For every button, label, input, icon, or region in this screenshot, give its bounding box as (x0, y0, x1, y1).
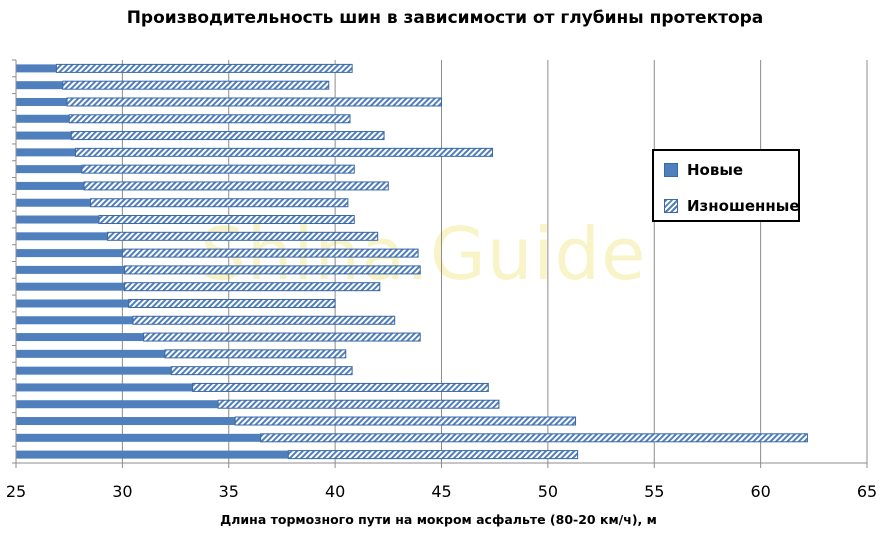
bar-worn (217, 399, 500, 409)
bar-new (16, 232, 108, 241)
bar-worn (70, 131, 385, 141)
bar-worn (83, 181, 389, 191)
bar-worn (287, 450, 579, 460)
legend-swatch-worn (664, 199, 678, 213)
bar-new (16, 114, 70, 123)
bar-new (16, 349, 165, 358)
bar-new (16, 64, 57, 73)
bar-new (16, 265, 125, 274)
bar-worn (98, 215, 355, 225)
x-tick-label: 50 (538, 482, 558, 501)
bar-worn (170, 366, 353, 376)
x-tick-labels: 25 30 35 40 45 50 55 60 65 (6, 482, 877, 501)
bar-worn (89, 198, 349, 208)
bar-new (16, 433, 261, 442)
bar-worn (81, 164, 355, 174)
bar-worn (62, 80, 330, 90)
bar-worn (192, 382, 489, 392)
x-tick-label: 30 (112, 482, 132, 501)
bar-new (16, 299, 129, 308)
bar-worn (106, 231, 379, 241)
bar-new (16, 400, 219, 409)
bar-worn (121, 248, 419, 258)
bar-worn (124, 282, 381, 292)
bar-new (16, 366, 172, 375)
bar-new (16, 81, 63, 90)
x-tick-label: 40 (325, 482, 345, 501)
legend-label-worn: Изношенные (687, 197, 800, 215)
bar-new (16, 97, 68, 106)
bar-new (16, 316, 134, 325)
chart-title: Производительность шин в зависимости от … (126, 8, 764, 28)
bar-new (16, 383, 193, 392)
bar-new (16, 333, 144, 342)
bar-worn (260, 433, 808, 443)
bar-new (16, 181, 85, 190)
bars (16, 63, 808, 460)
x-axis-label: Длина тормозного пути на мокром асфальте… (220, 512, 657, 527)
bar-new (16, 417, 236, 426)
bar-new (16, 131, 72, 140)
bar-new (16, 249, 123, 258)
bar-worn (124, 265, 421, 275)
x-tick-label: 55 (644, 482, 664, 501)
x-tick-label: 65 (857, 482, 877, 501)
bar-new (16, 450, 289, 459)
bar-worn (75, 147, 494, 157)
bar-worn (234, 416, 577, 426)
bar-new (16, 165, 82, 174)
axes (12, 59, 868, 468)
x-tick-label: 25 (6, 482, 26, 501)
legend-item-worn: Изношенные (664, 196, 800, 216)
bar-worn (132, 315, 396, 325)
x-tick-label: 60 (750, 482, 770, 501)
bar-worn (143, 332, 421, 342)
legend: Новые Изношенные (652, 149, 800, 222)
bar-new (16, 282, 125, 291)
legend-swatch-new (664, 163, 678, 177)
grid-lines (121, 60, 868, 463)
bar-worn (66, 97, 442, 107)
bar-new (16, 215, 99, 224)
bar-worn (68, 114, 351, 124)
legend-label-new: Новые (687, 161, 744, 179)
bar-worn (164, 349, 347, 359)
x-tick-label: 45 (431, 482, 451, 501)
bar-worn (55, 63, 353, 73)
x-tick-label: 35 (219, 482, 239, 501)
bar-new (16, 148, 76, 157)
bar-worn (128, 298, 336, 308)
legend-item-new: Новые (664, 160, 743, 180)
bar-new (16, 198, 91, 207)
